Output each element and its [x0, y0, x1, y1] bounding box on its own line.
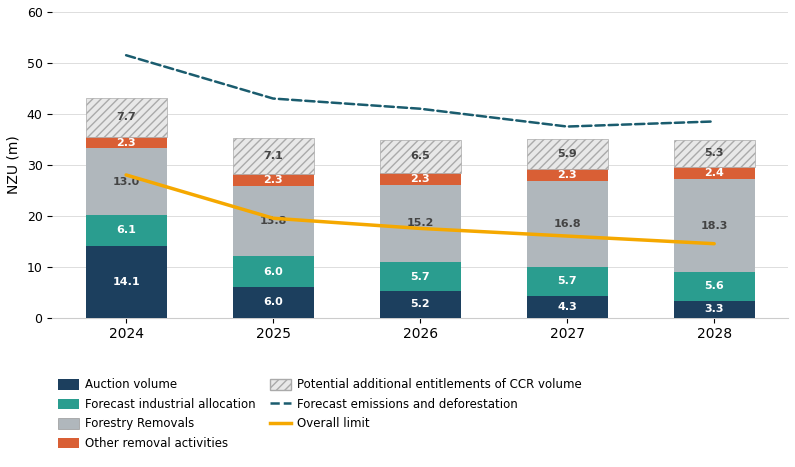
Text: 16.8: 16.8: [553, 219, 581, 229]
Text: 6.0: 6.0: [263, 267, 283, 277]
Bar: [380, 291, 460, 318]
Text: 18.3: 18.3: [700, 220, 728, 231]
Text: 5.2: 5.2: [410, 299, 430, 309]
Text: 2.3: 2.3: [263, 175, 283, 185]
Bar: [673, 167, 754, 179]
Text: 5.6: 5.6: [704, 282, 724, 291]
Text: 15.2: 15.2: [406, 219, 434, 228]
Text: 6.0: 6.0: [263, 297, 283, 307]
Bar: [380, 173, 460, 184]
Bar: [233, 256, 313, 287]
Text: 6.5: 6.5: [410, 151, 430, 161]
Text: 5.7: 5.7: [410, 271, 430, 282]
Bar: [380, 262, 460, 291]
Legend: Auction volume, Forecast industrial allocation, Forestry Removals, Other removal: Auction volume, Forecast industrial allo…: [58, 378, 582, 450]
Bar: [86, 98, 166, 137]
Text: 5.9: 5.9: [557, 149, 577, 159]
Bar: [673, 179, 754, 272]
Text: 6.1: 6.1: [116, 225, 136, 235]
Text: 13.8: 13.8: [259, 216, 287, 226]
Bar: [86, 215, 166, 246]
Bar: [673, 272, 754, 301]
Text: 7.1: 7.1: [263, 151, 283, 161]
Bar: [673, 140, 754, 167]
Bar: [86, 149, 166, 215]
Text: 7.7: 7.7: [116, 112, 136, 122]
Bar: [527, 139, 607, 170]
Text: 2.3: 2.3: [410, 174, 430, 184]
Bar: [673, 301, 754, 318]
Bar: [86, 246, 166, 318]
Text: 13.0: 13.0: [112, 177, 140, 186]
Bar: [527, 267, 607, 296]
Bar: [233, 138, 313, 175]
Text: 5.7: 5.7: [557, 276, 577, 286]
Bar: [380, 140, 460, 173]
Bar: [527, 170, 607, 181]
Text: 3.3: 3.3: [704, 304, 724, 314]
Bar: [86, 137, 166, 149]
Text: 4.3: 4.3: [557, 302, 577, 311]
Bar: [380, 184, 460, 262]
Text: 2.3: 2.3: [116, 138, 136, 148]
Bar: [527, 181, 607, 267]
Bar: [233, 175, 313, 186]
Text: 5.3: 5.3: [704, 149, 724, 158]
Bar: [233, 186, 313, 256]
Text: 2.3: 2.3: [557, 170, 577, 180]
Bar: [527, 296, 607, 318]
Text: 2.4: 2.4: [704, 168, 724, 178]
Text: 14.1: 14.1: [112, 276, 140, 287]
Bar: [233, 287, 313, 318]
Y-axis label: NZU (m): NZU (m): [7, 135, 21, 194]
